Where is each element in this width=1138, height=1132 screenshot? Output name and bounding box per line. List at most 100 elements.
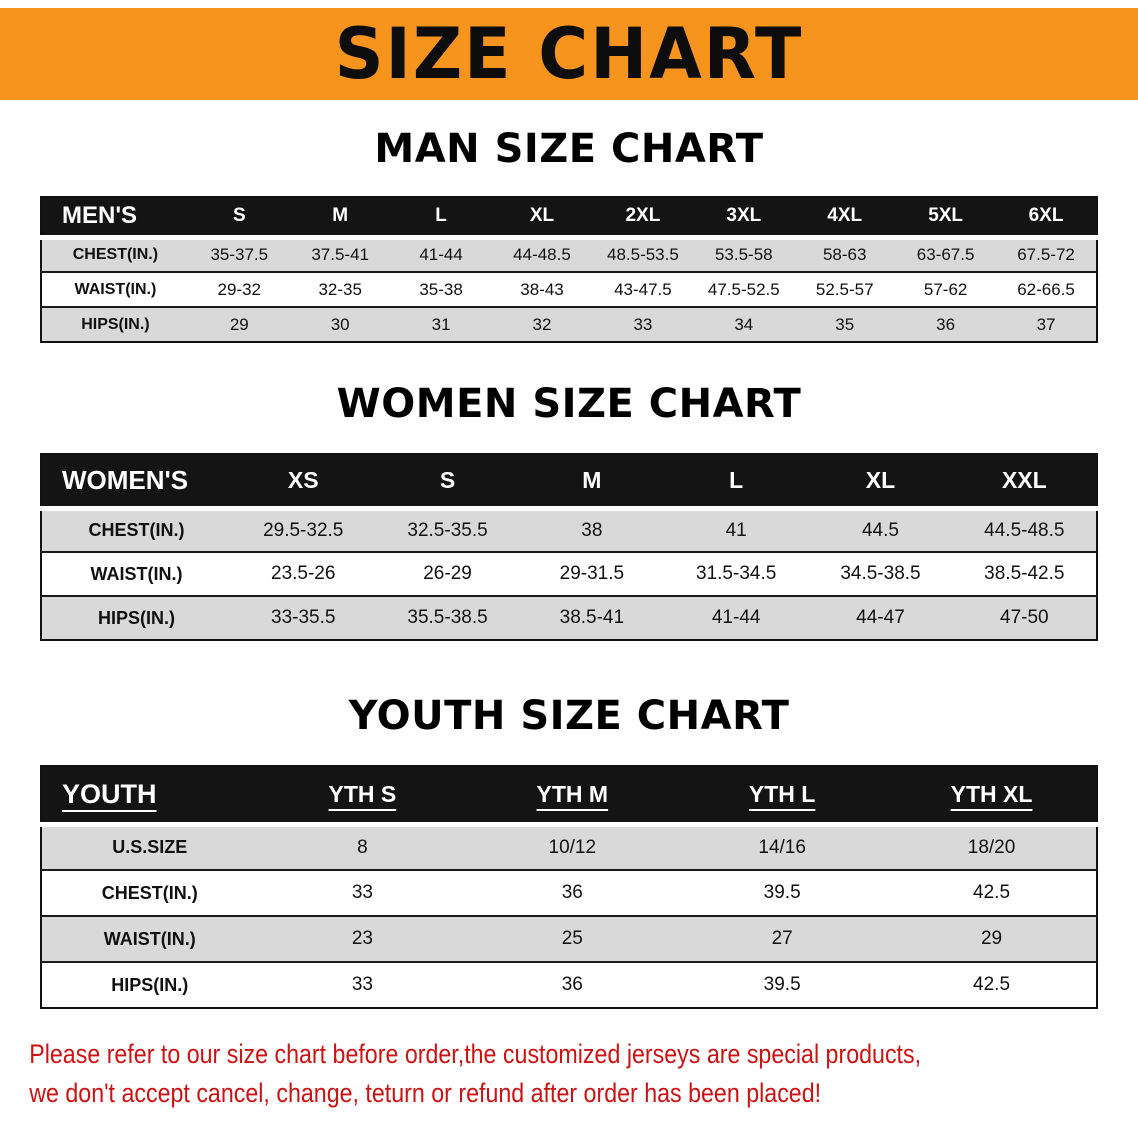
size-value-cell: 57-62 [923, 279, 968, 299]
disclaimer-line2: we don't accept cancel, change, teturn o… [29, 1078, 822, 1109]
table-header-row: MEN'S S M L XL 2XL 3XL 4XL 5XL 6XL [41, 197, 1097, 240]
row-label-cell: HIPS(IN.) [98, 607, 176, 628]
row-label-cell: CHEST(IN.) [72, 246, 159, 264]
size-value-cell: 53.5-58 [714, 245, 773, 265]
size-value-cell: 41-44 [419, 245, 463, 265]
size-header-cell: 2XL [592, 197, 694, 240]
size-value-cell: 34 [734, 314, 754, 334]
measurement-row: HIPS(IN.) 29 30 31 32 33 34 35 36 37 [41, 307, 1097, 342]
size-value-cell: 44.5 [861, 519, 899, 541]
size-header-cell: XL [491, 197, 593, 240]
size-value-cell: 38-43 [520, 279, 564, 299]
size-header-cell: 4XL [794, 197, 896, 240]
size-value-cell: 62-66.5 [1017, 279, 1075, 299]
size-value-cell: 25 [561, 928, 583, 949]
size-value-cell: 41-44 [711, 607, 761, 628]
measurement-row: WAIST(IN.) 23 25 27 29 [41, 916, 1097, 962]
size-value-cell: 41 [725, 519, 747, 541]
size-value-cell: 8 [357, 836, 368, 858]
size-value-cell: 10/12 [548, 836, 597, 858]
size-value-cell: 35 [835, 314, 855, 334]
men-size-table: MEN'S S M L XL 2XL 3XL 4XL 5XL 6XL CHEST(IN.) 35-37… [40, 196, 1098, 343]
size-header-cell: YTH M [467, 766, 678, 827]
size-value-cell: 32.5-35.5 [407, 519, 488, 541]
size-value-cell: 39.5 [763, 974, 801, 995]
size-header-cell: S [188, 197, 290, 240]
row-label-cell: HIPS(IN.) [111, 974, 189, 995]
size-value-cell: 44-47 [856, 607, 905, 628]
size-value-cell: 33-35.5 [271, 607, 336, 628]
size-value-cell: 36 [936, 314, 956, 334]
size-value-cell: 29 [229, 314, 249, 334]
measurement-row: CHEST(IN.) 33 36 39.5 42.5 [41, 870, 1097, 916]
size-value-cell: 31 [431, 314, 451, 334]
size-header-cell: 5XL [895, 197, 997, 240]
size-value-cell: 35-38 [419, 279, 463, 299]
measurement-row: WAIST(IN.) 29-32 32-35 35-38 38-43 43-47.5 47.… [41, 272, 1097, 307]
size-value-cell: 23.5-26 [271, 563, 336, 584]
size-value-cell: 36 [561, 974, 583, 995]
size-value-cell: 47.5-52.5 [707, 279, 780, 299]
size-header-cell: L [664, 454, 809, 511]
table-title-cell: YOUTH [41, 766, 258, 827]
size-value-cell: 34.5-38.5 [840, 563, 921, 584]
row-label-cell: CHEST(IN.) [101, 882, 198, 903]
size-header-cell: YTH L [677, 766, 888, 827]
size-value-cell: 39.5 [763, 882, 801, 903]
size-value-cell: 47-50 [1000, 607, 1049, 628]
size-header-cell: XL [808, 454, 953, 511]
size-value-cell: 48.5-53.5 [606, 245, 679, 265]
size-value-cell: 42.5 [973, 974, 1011, 995]
size-header-cell: 6XL [996, 197, 1097, 240]
row-label-cell: U.S.SIZE [112, 837, 188, 858]
size-value-cell: 33 [351, 974, 373, 995]
row-label-cell: WAIST(IN.) [103, 928, 196, 949]
size-value-cell: 33 [351, 882, 373, 903]
size-value-cell: 44.5-48.5 [984, 519, 1065, 541]
size-header-cell: YTH XL [887, 766, 1097, 827]
measurement-row: HIPS(IN.) 33-35.5 35.5-38.5 38.5-41 41-44 44-… [41, 596, 1097, 640]
size-chart-banner: SIZE CHART [0, 8, 1138, 100]
women-section-heading: WOMEN SIZE CHART [336, 381, 802, 427]
size-value-cell: 29-32 [217, 279, 262, 299]
size-header-cell: XS [231, 454, 376, 511]
size-value-cell: 43-47.5 [614, 279, 672, 299]
size-value-cell: 38.5-41 [559, 607, 625, 628]
women-size-table: WOMEN'S XS S M L XL XXL CHEST(IN.) 29.5-32.5 32.5… [40, 453, 1098, 641]
size-value-cell: 58-63 [822, 245, 867, 265]
size-value-cell: 35.5-38.5 [407, 607, 488, 628]
size-value-cell: 42.5 [973, 882, 1011, 903]
table-header-row: YOUTH YTH S YTH M YTH L YTH XL [41, 766, 1097, 827]
size-value-cell: 31.5-34.5 [696, 563, 777, 584]
size-value-cell: 30 [330, 314, 350, 334]
size-value-cell: 32-35 [318, 279, 362, 299]
size-header-cell: S [375, 454, 520, 511]
size-value-cell: 27 [771, 928, 793, 949]
size-value-cell: 67.5-72 [1017, 245, 1075, 265]
measurement-row: HIPS(IN.) 33 36 39.5 42.5 [41, 962, 1097, 1008]
disclaimer-line1: Please refer to our size chart before or… [29, 1039, 922, 1069]
row-label-cell: CHEST(IN.) [88, 520, 185, 541]
measurement-row: WAIST(IN.) 23.5-26 26-29 29-31.5 31.5-34.5 34… [41, 552, 1097, 596]
size-value-cell: 38.5-42.5 [984, 563, 1065, 584]
table-title-cell: MEN'S [41, 197, 189, 240]
size-value-cell: 26-29 [423, 563, 472, 584]
size-value-cell: 23 [351, 928, 373, 949]
size-header-cell: M [289, 197, 391, 240]
size-value-cell: 18/20 [967, 836, 1016, 858]
measurement-row: U.S.SIZE 8 10/12 14/16 18/20 [41, 824, 1097, 870]
size-value-cell: 63-67.5 [916, 245, 975, 265]
youth-section-heading: YOUTH SIZE CHART [348, 693, 790, 739]
row-label-cell: WAIST(IN.) [74, 280, 157, 298]
size-header-cell: YTH S [257, 766, 468, 827]
size-value-cell: 36 [561, 882, 583, 903]
table-title-cell: WOMEN'S [41, 454, 232, 511]
measurement-row: CHEST(IN.) 35-37.5 37.5-41 41-44 44-48.5 48.5… [41, 237, 1097, 272]
row-label-cell: HIPS(IN.) [81, 315, 150, 333]
size-value-cell: 38 [581, 519, 603, 541]
men-section-heading: MAN SIZE CHART [374, 126, 764, 172]
size-value-cell: 29.5-32.5 [263, 519, 344, 541]
measurement-row: CHEST(IN.) 29.5-32.5 32.5-35.5 38 41 44.5 44.5… [41, 508, 1097, 552]
disclaimer-text: Please refer to our size chart before or… [0, 1035, 979, 1113]
row-label-cell: WAIST(IN.) [90, 563, 183, 584]
